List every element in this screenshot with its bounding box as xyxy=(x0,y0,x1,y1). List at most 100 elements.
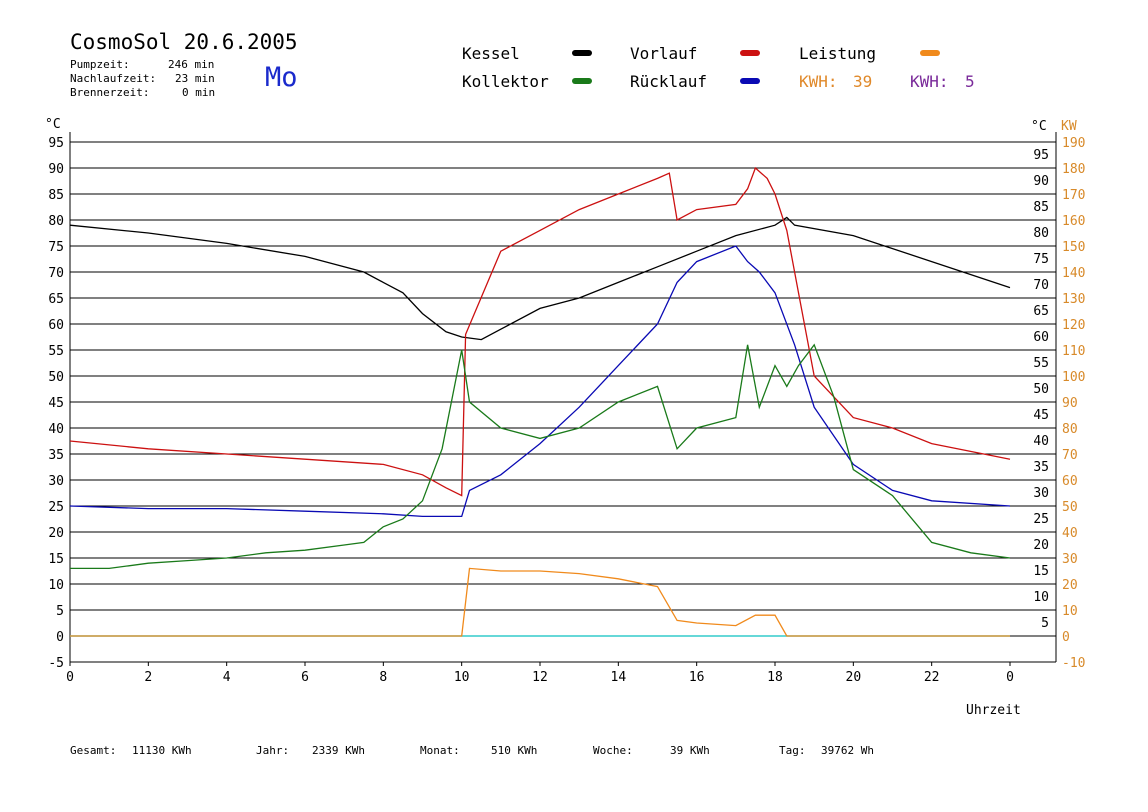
y-tick-right-c-90: 90 xyxy=(1033,174,1049,189)
y-tick-right-c-45: 45 xyxy=(1033,408,1049,423)
footer-tag-label: Tag: xyxy=(779,744,806,757)
y-tick-right-kw-190: 190 xyxy=(1062,136,1085,151)
y-tick-right-kw-40: 40 xyxy=(1062,526,1078,541)
y-tick-left-75: 75 xyxy=(48,240,64,255)
y-tick-right-c-15: 15 xyxy=(1033,564,1049,579)
legend-vorlauf-label: Vorlauf xyxy=(630,44,698,63)
footer-woche-value: 39 KWh xyxy=(670,744,710,757)
y-tick-right-kw-110: 110 xyxy=(1062,344,1085,359)
y-tick-right-kw-70: 70 xyxy=(1062,448,1078,463)
y-tick-right-kw-140: 140 xyxy=(1062,266,1085,281)
y-tick-left-25: 25 xyxy=(48,500,64,515)
x-tick-10: 20 xyxy=(846,670,862,685)
y-tick-right-c-55: 55 xyxy=(1033,356,1049,371)
y-tick-right-c-40: 40 xyxy=(1033,434,1049,449)
right-unit-c-label: °C xyxy=(1031,119,1047,134)
y-tick-left-30: 30 xyxy=(48,474,64,489)
y-tick-right-kw-130: 130 xyxy=(1062,292,1085,307)
x-tick-8: 16 xyxy=(689,670,705,685)
nachlaufzeit-value: 23 min xyxy=(175,72,215,85)
x-tick-12: 0 xyxy=(1006,670,1014,685)
series-ruecklauf xyxy=(69,245,1011,518)
x-tick-4: 8 xyxy=(379,670,387,685)
chart-title: CosmoSol 20.6.2005 xyxy=(70,30,298,54)
legend-kwh-a-value: 39 xyxy=(853,72,873,91)
y-tick-right-c-50: 50 xyxy=(1033,382,1049,397)
footer-jahr-label: Jahr: xyxy=(256,744,290,757)
footer-jahr-value: 2339 KWh xyxy=(312,744,365,757)
x-tick-2: 4 xyxy=(223,670,231,685)
legend-kwh-b-label: KWH: xyxy=(910,72,949,91)
y-tick-left-80: 80 xyxy=(48,214,64,229)
brennerzeit-value: 0 min xyxy=(182,86,216,99)
legend-ruecklauf-swatch xyxy=(740,78,760,84)
legend-leistung-label: Leistung xyxy=(799,44,877,63)
x-tick-9: 18 xyxy=(767,670,783,685)
y-tick-right-kw-120: 120 xyxy=(1062,318,1085,333)
y-tick-right-c-5: 5 xyxy=(1041,616,1049,631)
y-tick-right-kw-180: 180 xyxy=(1062,162,1085,177)
y-tick-right-c-70: 70 xyxy=(1033,278,1049,293)
series-kollektor xyxy=(70,343,1011,570)
left-unit-label: °C xyxy=(45,117,61,132)
legend-kwh-b-value: 5 xyxy=(965,72,975,91)
footer-monat-label: Monat: xyxy=(420,744,460,757)
y-tick-left-95: 95 xyxy=(48,136,64,151)
footer-gesamt-label: Gesamt: xyxy=(70,744,117,757)
y-tick-left-40: 40 xyxy=(48,422,64,437)
footer-monat-value: 510 KWh xyxy=(491,744,538,757)
x-tick-0: 0 xyxy=(66,670,74,685)
legend-kollektor-label: Kollektor xyxy=(462,72,549,91)
y-tick-right-kw-50: 50 xyxy=(1062,500,1078,515)
y-tick-right-kw-30: 30 xyxy=(1062,552,1078,567)
y-tick-left-90: 90 xyxy=(48,162,64,177)
brennerzeit-label: Brennerzeit: xyxy=(70,86,150,99)
footer-gesamt-value: 11130 KWh xyxy=(132,744,192,757)
y-tick-right-c-30: 30 xyxy=(1033,486,1049,501)
x-tick-11: 22 xyxy=(924,670,940,685)
y-tick-left-55: 55 xyxy=(48,344,64,359)
series-leistung xyxy=(70,567,1010,637)
y-tick-right-c-35: 35 xyxy=(1033,460,1049,475)
y-tick-right-c-80: 80 xyxy=(1033,226,1049,241)
legend-kwh-a-label: KWH: xyxy=(799,72,838,91)
y-tick-right-kw-60: 60 xyxy=(1062,474,1078,489)
x-tick-1: 2 xyxy=(144,670,152,685)
chart-ticks: 95908580757065605550454035302520151050-5… xyxy=(48,136,1085,685)
y-tick-right-kw-10: 10 xyxy=(1062,604,1078,619)
nachlaufzeit-label: Nachlaufzeit: xyxy=(70,72,157,85)
y-tick-left-35: 35 xyxy=(48,448,64,463)
y-tick-left-85: 85 xyxy=(48,188,64,203)
y-tick-right-kw-90: 90 xyxy=(1062,396,1078,411)
y-tick-right-kw-0: 0 xyxy=(1062,630,1070,645)
y-tick-right-kw-150: 150 xyxy=(1062,240,1085,255)
footer-tag-value: 39762 Wh xyxy=(821,744,874,757)
y-tick-right-c-60: 60 xyxy=(1033,330,1049,345)
footer-woche-label: Woche: xyxy=(593,744,633,757)
legend-kessel-label: Kessel xyxy=(462,44,520,63)
y-tick-left-5: 5 xyxy=(56,604,64,619)
y-tick-right-c-25: 25 xyxy=(1033,512,1049,527)
y-tick-right-kw-100: 100 xyxy=(1062,370,1085,385)
x-axis-label: Uhrzeit xyxy=(966,703,1021,718)
y-tick-left-0: 0 xyxy=(56,630,64,645)
legend-kessel-swatch xyxy=(572,50,592,56)
y-tick-left-60: 60 xyxy=(48,318,64,333)
y-tick-right-kw-170: 170 xyxy=(1062,188,1085,203)
legend-vorlauf-swatch xyxy=(740,50,760,56)
chart-series xyxy=(69,166,1011,637)
y-tick-right-kw-20: 20 xyxy=(1062,578,1078,593)
legend-ruecklauf-label: Rücklauf xyxy=(630,72,708,91)
y-tick-left-70: 70 xyxy=(48,266,64,281)
x-tick-7: 14 xyxy=(611,670,627,685)
y-tick-right-kw--10: -10 xyxy=(1062,656,1085,671)
y-tick-left-15: 15 xyxy=(48,552,64,567)
legend-kollektor-swatch xyxy=(572,78,592,84)
y-tick-left-65: 65 xyxy=(48,292,64,307)
series-vorlauf xyxy=(69,166,1011,497)
weekday-label: Mo xyxy=(265,62,298,93)
y-tick-left-20: 20 xyxy=(48,526,64,541)
series-kessel xyxy=(69,216,1011,341)
right-unit-kw-label: KW xyxy=(1061,119,1077,134)
